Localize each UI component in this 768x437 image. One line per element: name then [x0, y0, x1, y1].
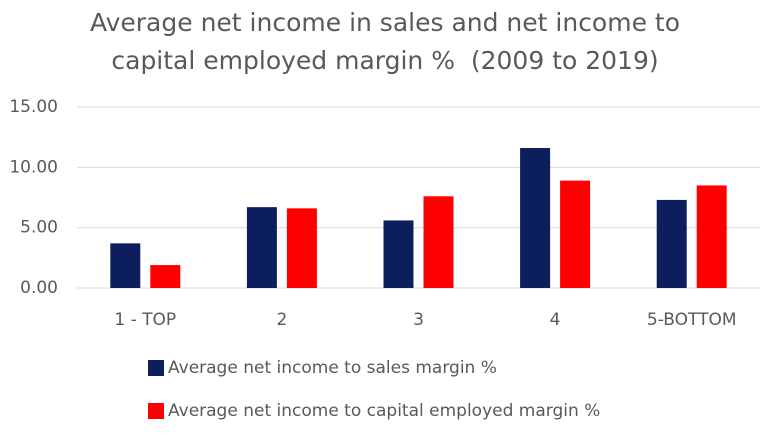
- x-tick-label: 2: [276, 310, 287, 330]
- y-tick-label: 0.00: [20, 278, 58, 298]
- bar: [423, 196, 454, 288]
- legend-swatch: [148, 403, 164, 419]
- y-tick-label: 10.00: [9, 157, 58, 177]
- bar: [383, 220, 414, 288]
- bar: [110, 243, 141, 288]
- legend-label: Average net income to capital employed m…: [168, 401, 600, 421]
- y-tick-label: 5.00: [20, 218, 58, 238]
- bar: [696, 185, 727, 288]
- legend-label: Average net income to sales margin %: [168, 358, 497, 378]
- bar: [656, 199, 687, 288]
- x-tick-label: 5-BOTTOM: [647, 310, 737, 330]
- bar: [520, 148, 551, 288]
- y-tick-label: 15.00: [9, 97, 58, 117]
- bar: [286, 208, 317, 288]
- bar: [246, 207, 277, 288]
- bar: [560, 180, 591, 288]
- bar: [150, 265, 181, 288]
- chart-title: Average net income in sales and net inco…: [89, 8, 688, 75]
- x-tick-label: 3: [413, 310, 424, 330]
- x-tick-label: 1 - TOP: [114, 310, 176, 330]
- x-tick-label: 4: [550, 310, 561, 330]
- legend-swatch: [148, 360, 164, 376]
